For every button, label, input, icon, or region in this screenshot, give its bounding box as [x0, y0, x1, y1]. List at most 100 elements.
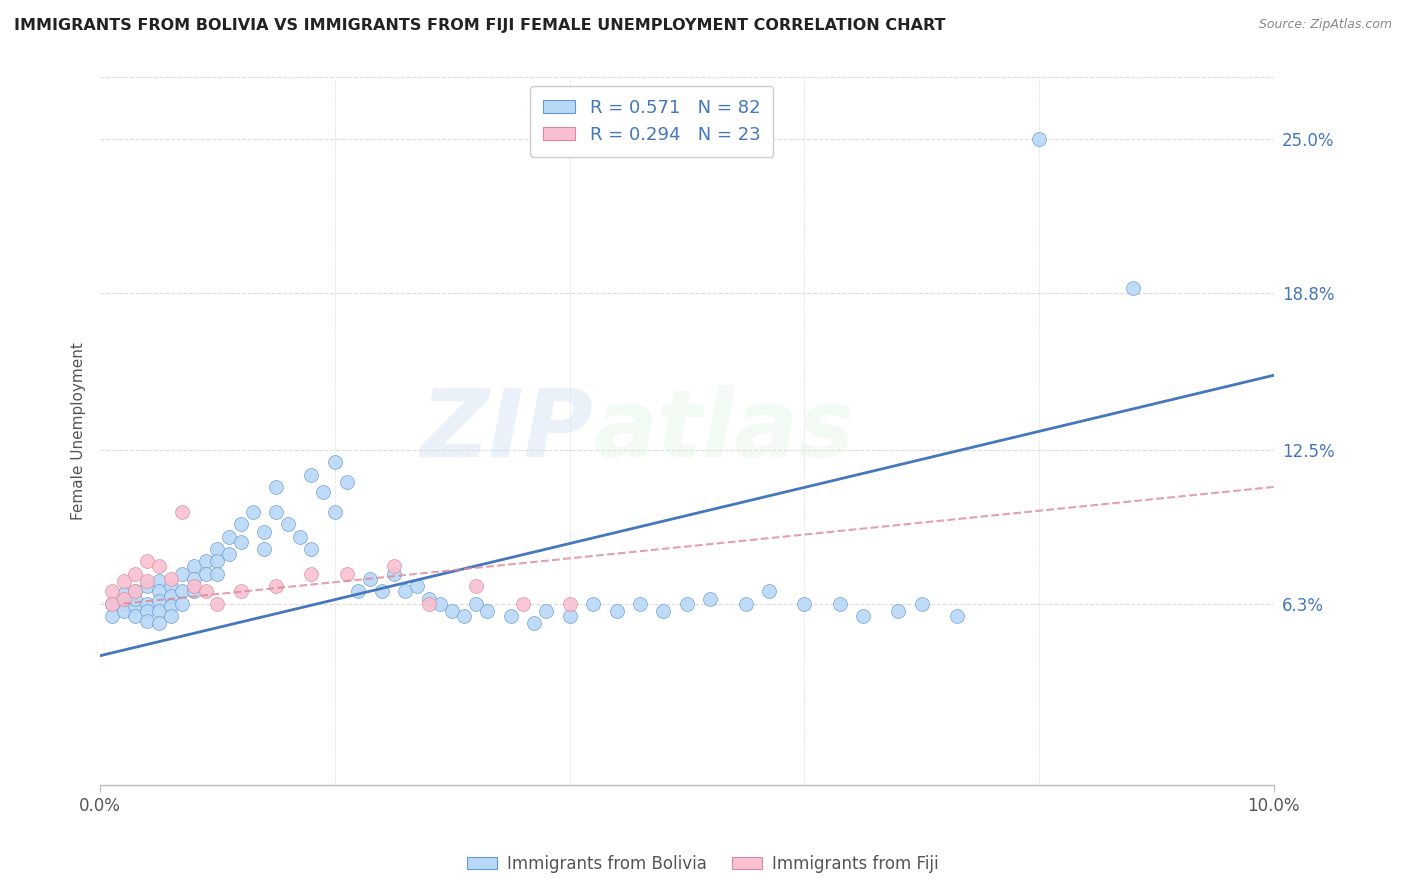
Point [183, 572, 205, 586]
Point [136, 614, 159, 628]
Point [112, 591, 135, 606]
Point [382, 566, 405, 581]
Point [429, 597, 451, 611]
Point [299, 467, 322, 482]
Point [464, 579, 486, 593]
Point [347, 584, 370, 599]
Point [512, 597, 534, 611]
Point [911, 597, 934, 611]
Text: atlas: atlas [593, 385, 855, 477]
Point [172, 597, 194, 611]
Text: ZIP: ZIP [420, 385, 593, 477]
Point [382, 559, 405, 574]
Point [148, 594, 170, 608]
Point [852, 609, 875, 624]
Point [124, 599, 146, 613]
Point [312, 484, 335, 499]
Point [582, 597, 605, 611]
Point [441, 604, 464, 618]
Point [124, 566, 146, 581]
Point [418, 597, 440, 611]
Text: Source: ZipAtlas.com: Source: ZipAtlas.com [1258, 18, 1392, 31]
Point [793, 597, 815, 611]
Point [606, 604, 628, 618]
Point [112, 597, 135, 611]
Point [148, 559, 170, 574]
Point [453, 609, 475, 624]
Point [264, 480, 287, 494]
Point [207, 597, 229, 611]
Point [207, 566, 229, 581]
Point [394, 584, 416, 599]
Point [652, 604, 675, 618]
Point [101, 584, 124, 599]
Point [159, 599, 181, 613]
Point [136, 574, 159, 589]
Point [183, 584, 205, 599]
Point [148, 574, 170, 589]
Point [299, 541, 322, 556]
Point [676, 597, 699, 611]
Point [887, 604, 910, 618]
Point [946, 609, 969, 624]
Point [523, 616, 546, 631]
Point [183, 559, 205, 574]
Point [628, 597, 651, 611]
Point [229, 584, 252, 599]
Point [229, 517, 252, 532]
Point [1122, 281, 1144, 295]
Point [336, 475, 359, 489]
Point [159, 572, 181, 586]
Point [124, 584, 146, 599]
Point [172, 566, 194, 581]
Point [124, 591, 146, 606]
Point [136, 597, 159, 611]
Point [336, 566, 359, 581]
Point [734, 597, 756, 611]
Point [148, 604, 170, 618]
Point [124, 584, 146, 599]
Point [148, 584, 170, 599]
Point [101, 597, 124, 611]
Point [264, 579, 287, 593]
Point [699, 591, 721, 606]
Point [242, 505, 264, 519]
Point [229, 534, 252, 549]
Point [101, 597, 124, 611]
Point [264, 505, 287, 519]
Point [534, 604, 557, 618]
Point [464, 597, 486, 611]
Point [183, 579, 205, 593]
Point [101, 609, 124, 624]
Point [207, 554, 229, 568]
Point [477, 604, 499, 618]
Point [136, 604, 159, 618]
Point [1028, 132, 1050, 146]
Legend: Immigrants from Bolivia, Immigrants from Fiji: Immigrants from Bolivia, Immigrants from… [461, 848, 945, 880]
Point [558, 597, 581, 611]
Text: IMMIGRANTS FROM BOLIVIA VS IMMIGRANTS FROM FIJI FEMALE UNEMPLOYMENT CORRELATION : IMMIGRANTS FROM BOLIVIA VS IMMIGRANTS FR… [14, 18, 946, 33]
Point [172, 584, 194, 599]
Y-axis label: Female Unemployment: Female Unemployment [72, 343, 86, 520]
Point [148, 616, 170, 631]
Point [758, 584, 780, 599]
Point [499, 609, 522, 624]
Point [253, 524, 276, 539]
Point [194, 554, 217, 568]
Point [323, 505, 346, 519]
Point [406, 579, 429, 593]
Point [828, 597, 851, 611]
Point [194, 584, 217, 599]
Point [371, 584, 394, 599]
Point [159, 609, 181, 624]
Point [323, 455, 346, 469]
Point [253, 541, 276, 556]
Point [299, 566, 322, 581]
Point [136, 579, 159, 593]
Point [112, 574, 135, 589]
Point [218, 530, 240, 544]
Point [136, 554, 159, 568]
Point [159, 579, 181, 593]
Point [558, 609, 581, 624]
Point [172, 505, 194, 519]
